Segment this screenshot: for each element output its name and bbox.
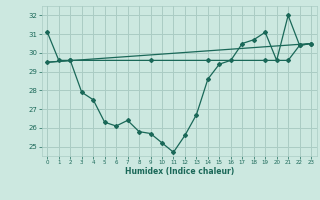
X-axis label: Humidex (Indice chaleur): Humidex (Indice chaleur) <box>124 167 234 176</box>
